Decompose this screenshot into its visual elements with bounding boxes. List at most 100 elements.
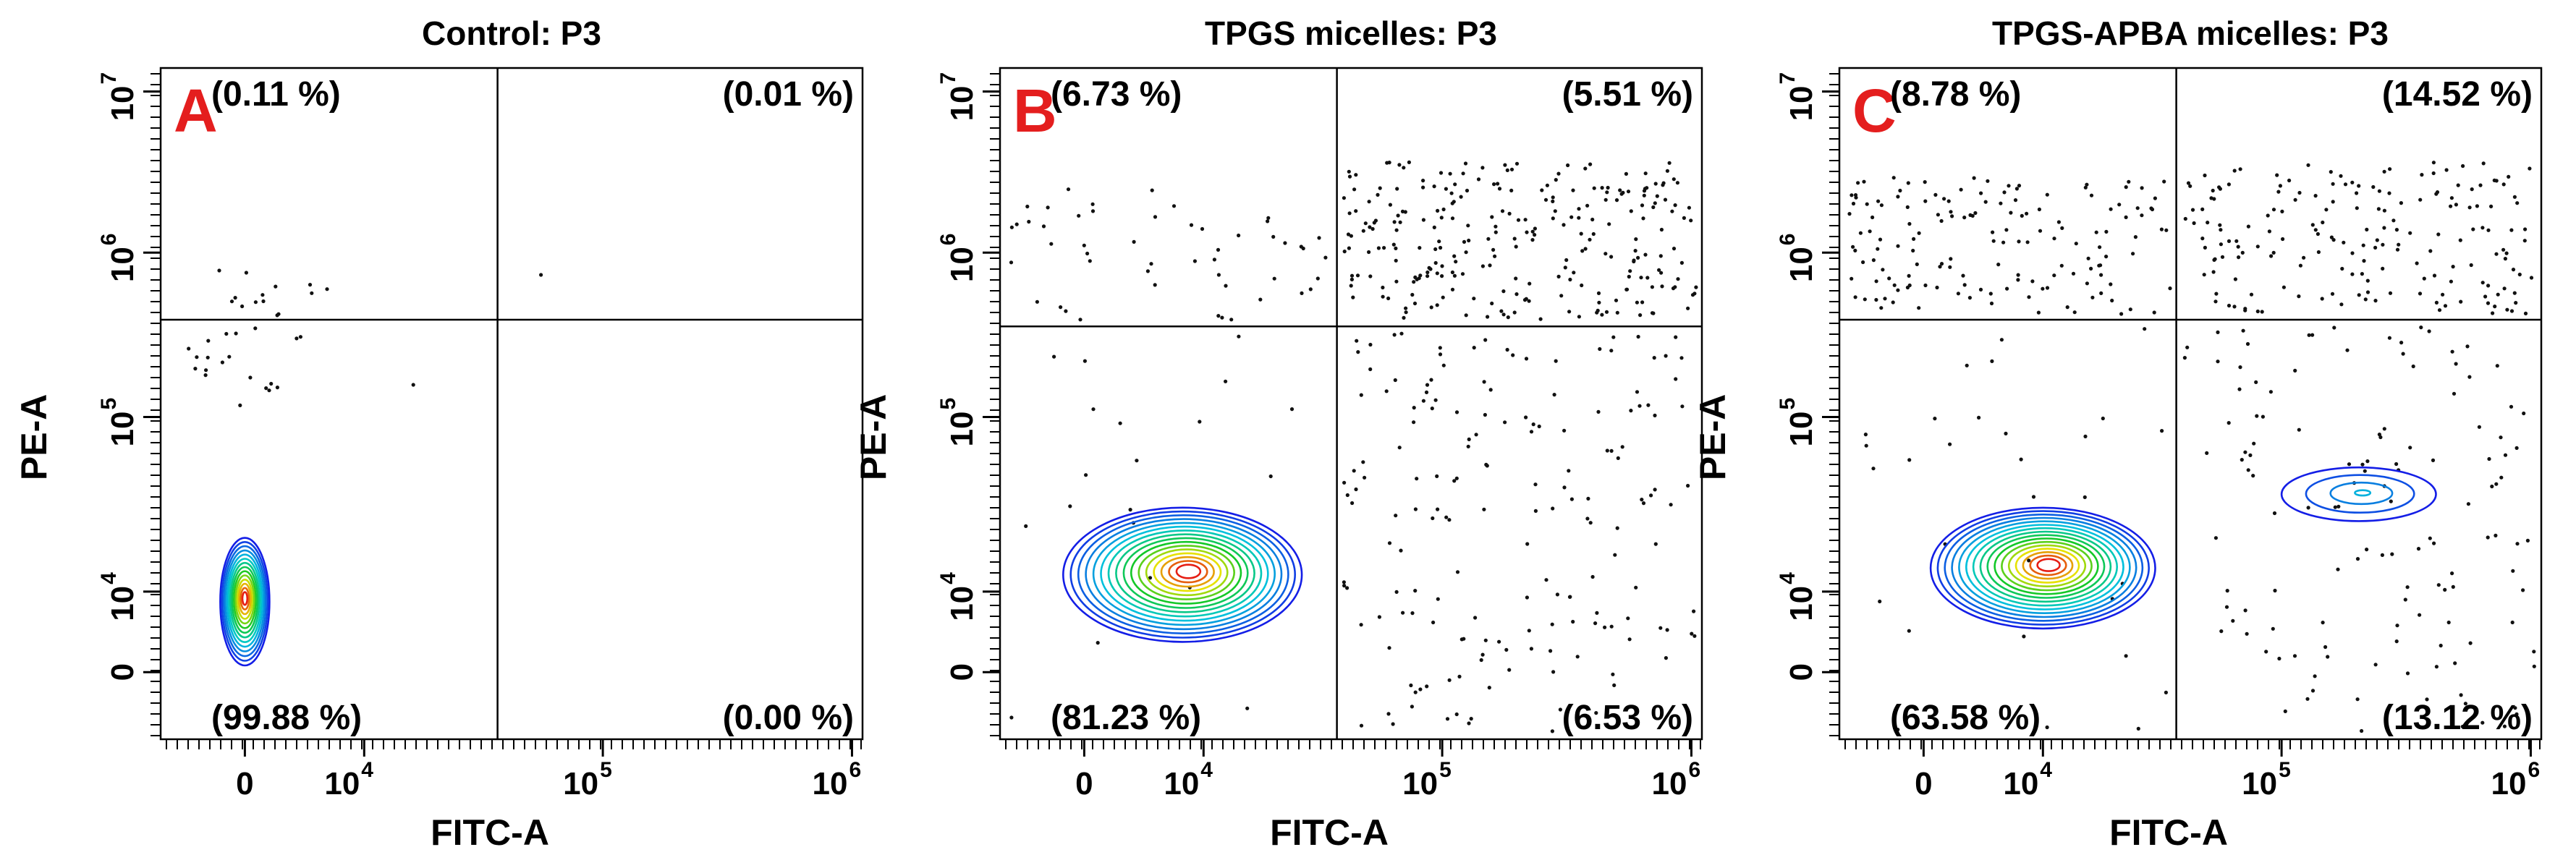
event-dot: [2316, 250, 2321, 255]
event-dot: [1564, 258, 1569, 263]
x-tick-base: 10: [1402, 766, 1438, 801]
contour-population: [1062, 506, 1303, 643]
y-tick-base: 10: [1784, 85, 1819, 121]
event-dot: [1614, 198, 1619, 203]
event-dot: [2164, 228, 2169, 232]
contour-line: [222, 545, 267, 658]
y-tick-label: 105: [1776, 398, 1819, 447]
event-dot: [1407, 160, 1411, 164]
event-dot: [1858, 231, 1863, 235]
event-dot: [2486, 228, 2491, 232]
event-dot: [2395, 624, 2399, 628]
event-dot: [2437, 308, 2442, 312]
event-dot: [1878, 237, 1883, 242]
event-dot: [1506, 315, 1510, 320]
event-dot: [2085, 182, 2089, 187]
event-dot: [1674, 377, 1678, 381]
event-dot: [1950, 214, 1954, 218]
event-dot: [2277, 656, 2281, 661]
event-dot: [1447, 518, 1452, 522]
event-dot: [1447, 678, 1452, 682]
event-dot: [1245, 706, 1250, 710]
event-dot: [1615, 526, 1619, 530]
event-dot: [2511, 268, 2516, 272]
y-axis-label-group: PE-A: [853, 394, 894, 480]
event-dot: [1551, 506, 1555, 511]
event-dot: [1672, 247, 1677, 251]
event-dot: [2449, 279, 2453, 284]
event-dot: [1440, 264, 1444, 268]
event-dot: [1635, 390, 1640, 394]
contour-line: [2014, 548, 2080, 584]
event-dot: [1352, 187, 1357, 192]
event-dot: [2246, 468, 2250, 472]
event-dot: [2306, 506, 2310, 510]
event-dot: [1851, 244, 1855, 249]
event-dot: [1271, 234, 1276, 239]
event-dot: [2514, 712, 2519, 716]
event-dot: [1507, 211, 1512, 216]
event-dot: [1237, 334, 1241, 339]
event-dot: [1632, 258, 1636, 263]
event-dot: [1577, 216, 1581, 220]
panel-title: TPGS micelles: P3: [1205, 14, 1497, 52]
y-tick-exponent: 7: [97, 72, 121, 85]
event-dot: [2017, 184, 2022, 188]
event-dot: [2453, 661, 2457, 665]
event-dot: [1172, 204, 1177, 208]
event-dot: [1469, 717, 1473, 721]
event-dot: [187, 346, 191, 351]
x-tick-label: 10 4: [2003, 758, 2052, 801]
event-dot: [1361, 229, 1365, 233]
plot-frame: [159, 67, 864, 741]
event-dot: [1655, 194, 1659, 198]
y-tick-exponent: 6: [1776, 234, 1800, 246]
event-dot: [2350, 251, 2355, 255]
x-tick-base: 0: [236, 766, 253, 801]
event-dot: [2381, 266, 2385, 271]
event-dot: [2162, 179, 2166, 184]
event-dot: [1392, 333, 1397, 337]
event-dot: [2489, 204, 2494, 208]
x-tick-label: 0: [1075, 766, 1093, 801]
event-dot: [1850, 276, 1854, 281]
x-tick-label: 10 6: [812, 758, 861, 801]
x-tick-exponent: 5: [1439, 758, 1452, 782]
event-dot: [1999, 201, 2003, 205]
event-dot: [1082, 243, 1086, 247]
event-dot: [1596, 291, 1601, 295]
event-dot: [1959, 187, 1963, 192]
event-dot: [2281, 237, 2285, 242]
event-dot: [1272, 276, 1276, 281]
x-axis-label: FITC-A: [431, 812, 549, 853]
event-dot: [1671, 286, 1676, 291]
event-dot: [1347, 246, 1351, 250]
event-dot: [2382, 427, 2386, 431]
event-dot: [1558, 707, 1562, 712]
event-dot: [2494, 179, 2499, 183]
event-dot: [2399, 201, 2403, 205]
event-dot: [1490, 215, 1494, 219]
event-dot: [1616, 456, 1620, 461]
event-dot: [1395, 187, 1399, 191]
event-dot: [2389, 499, 2393, 503]
event-dot: [1674, 335, 1678, 339]
event-dot: [2320, 297, 2324, 301]
contour-line: [2280, 466, 2437, 522]
event-dot: [1413, 507, 1418, 511]
event-dot: [1690, 631, 1694, 636]
event-dot: [1600, 186, 1604, 190]
event-dot: [2512, 195, 2517, 199]
event-dot: [1661, 181, 1666, 185]
event-dot: [1452, 273, 1457, 278]
event-dot: [1486, 315, 1490, 319]
event-dot: [1384, 389, 1389, 393]
event-dot: [1444, 515, 1449, 519]
event-dot: [1544, 578, 1548, 582]
event-dot: [1669, 503, 1673, 507]
event-dot: [1907, 221, 1912, 226]
event-dot: [2124, 215, 2128, 219]
y-tick-base: 10: [944, 412, 980, 447]
event-dot: [1991, 230, 1995, 234]
event-dot: [1346, 232, 1351, 237]
